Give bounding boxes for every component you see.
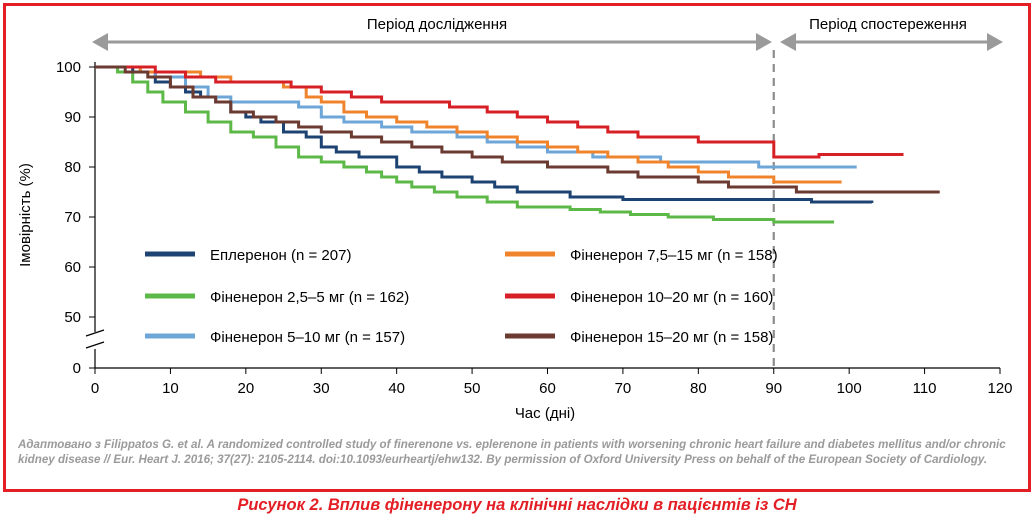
x-tick-label: 80 (690, 380, 707, 397)
legend-label-4: Фіненерон 7,5–15 мг (n = 158) (570, 247, 778, 264)
legend-label-6: Фіненерон 15–20 мг (n = 158) (570, 329, 773, 346)
period-arrows: Період дослідження Період спостереження (92, 16, 1003, 51)
chart-axes: 0 10 20 30 40 50 60 70 80 90 100 110 120 0 50 60 70 80 90 1… (17, 50, 1013, 422)
x-tick-label: 100 (837, 380, 862, 397)
x-tick-label: 0 (91, 380, 99, 397)
y-tick-label: 50 (64, 309, 81, 326)
arrow-head-right (987, 33, 1003, 51)
x-tick-label: 70 (615, 380, 632, 397)
figure-caption: Рисунок 2. Вплив фіненерону на клінічні … (237, 496, 797, 514)
y-axis-title: Імовірність (%) (17, 163, 34, 267)
x-tick-label: 30 (313, 380, 330, 397)
legend-label-1: Еплеренон (n = 207) (210, 247, 351, 264)
y-tick-label: 70 (64, 209, 81, 226)
x-tick-label: 90 (765, 380, 782, 397)
x-tick-label: 120 (987, 380, 1012, 397)
y-tick-label: 60 (64, 259, 81, 276)
y-tick-label: 90 (64, 109, 81, 126)
legend-label-5: Фіненерон 10–20 мг (n = 160) (570, 289, 773, 306)
arrow-head-right (756, 33, 772, 51)
series-line-4 (95, 65, 842, 184)
axis-break-mark (85, 341, 105, 349)
y-tick-label: 80 (64, 159, 81, 176)
legend-label-2: Фіненерон 2,5–5 мг (n = 162) (210, 289, 409, 306)
y-tick-label: 100 (56, 59, 81, 76)
x-tick-label: 40 (388, 380, 405, 397)
x-tick-label: 60 (539, 380, 556, 397)
arrow-head-left (92, 33, 108, 51)
series-line-5 (95, 65, 904, 159)
figure-frame (3, 3, 1031, 492)
x-tick-label: 50 (464, 380, 481, 397)
arrow-head-left (780, 33, 796, 51)
followup-period-label: Період спостереження (809, 16, 967, 33)
series-line-1 (95, 65, 874, 204)
x-tick-label: 10 (162, 380, 179, 397)
chart-legend: Еплеренон (n = 207) Фіненерон 2,5–5 мг (n… (145, 247, 778, 346)
series-line-6 (95, 65, 940, 194)
study-period-label: Період дослідження (367, 16, 507, 33)
series-lines (95, 65, 940, 224)
x-tick-label: 20 (237, 380, 254, 397)
axis-break-mark (85, 329, 105, 337)
x-axis-title: Час (дні) (515, 405, 575, 422)
y-tick-label: 0 (73, 360, 81, 377)
legend-label-3: Фіненерон 5–10 мг (n = 157) (210, 329, 405, 346)
source-note: Адаптовано з Filippatos G. et al. A rand… (18, 438, 1006, 466)
x-tick-label: 110 (913, 380, 937, 397)
series-line-2 (95, 65, 835, 224)
